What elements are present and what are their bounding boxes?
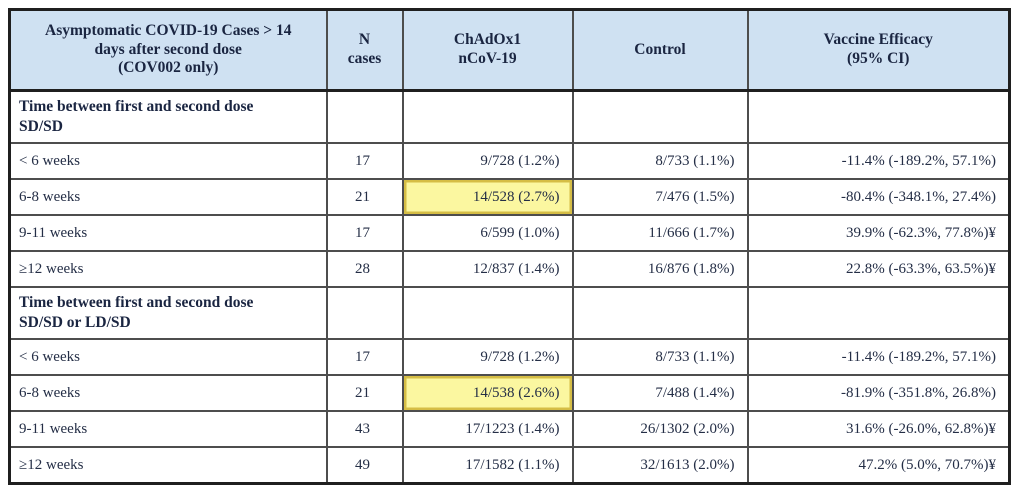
vaccine-cell: 9/728 (1.2%) bbox=[401, 142, 574, 180]
table-row: ≥12 weeks 49 17/1582 (1.1%) 32/1613 (2.0… bbox=[8, 446, 1011, 485]
vaccine-efficacy-cell: 31.6% (-26.0%, 62.8%)¥ bbox=[746, 410, 1011, 448]
section-header-row-sdsd-ldsd: Time between first and second dose SD/SD… bbox=[8, 286, 1011, 340]
vaccine-cell-highlighted: 14/538 (2.6%) bbox=[401, 374, 574, 412]
table-row: < 6 weeks 17 9/728 (1.2%) 8/733 (1.1%) -… bbox=[8, 142, 1011, 180]
col-header-n-cases: N cases bbox=[325, 8, 404, 92]
empty-cell bbox=[401, 286, 574, 340]
empty-cell bbox=[325, 89, 404, 144]
vaccine-cell-highlighted: 14/528 (2.7%) bbox=[401, 178, 574, 216]
table-row: 6-8 weeks 21 14/528 (2.7%) 7/476 (1.5%) … bbox=[8, 178, 1011, 216]
section-title: Time between first and second dose SD/SD… bbox=[8, 286, 328, 340]
vaccine-efficacy-cell: 39.9% (-62.3%, 77.8%)¥ bbox=[746, 214, 1011, 252]
control-cell: 26/1302 (2.0%) bbox=[571, 410, 749, 448]
control-cell: 8/733 (1.1%) bbox=[571, 338, 749, 376]
n-cases-cell: 21 bbox=[325, 178, 404, 216]
table-row: 9-11 weeks 43 17/1223 (1.4%) 26/1302 (2.… bbox=[8, 410, 1011, 448]
row-label-cell: 9-11 weeks bbox=[8, 410, 328, 448]
n-cases-cell: 28 bbox=[325, 250, 404, 288]
col-header-cases: Asymptomatic COVID-19 Cases > 14 days af… bbox=[8, 8, 328, 92]
n-cases-cell: 17 bbox=[325, 142, 404, 180]
vaccine-efficacy-cell: 22.8% (-63.3%, 63.5%)¥ bbox=[746, 250, 1011, 288]
vaccine-cell: 17/1582 (1.1%) bbox=[401, 446, 574, 485]
control-cell: 16/876 (1.8%) bbox=[571, 250, 749, 288]
empty-cell bbox=[746, 286, 1011, 340]
table-row: < 6 weeks 17 9/728 (1.2%) 8/733 (1.1%) -… bbox=[8, 338, 1011, 376]
row-label-cell: 9-11 weeks bbox=[8, 214, 328, 252]
control-cell: 7/488 (1.4%) bbox=[571, 374, 749, 412]
section-header-row-sdsd: Time between first and second dose SD/SD bbox=[8, 89, 1011, 144]
col-header-control: Control bbox=[571, 8, 749, 92]
row-label-cell: < 6 weeks bbox=[8, 142, 328, 180]
col-header-chadox1: ChAdOx1 nCoV-19 bbox=[401, 8, 574, 92]
vaccine-cell: 12/837 (1.4%) bbox=[401, 250, 574, 288]
row-label-cell: ≥12 weeks bbox=[8, 446, 328, 485]
n-cases-cell: 49 bbox=[325, 446, 404, 485]
vaccine-efficacy-table: Asymptomatic COVID-19 Cases > 14 days af… bbox=[8, 8, 1011, 485]
table-row: ≥12 weeks 28 12/837 (1.4%) 16/876 (1.8%)… bbox=[8, 250, 1011, 288]
vaccine-efficacy-cell: -11.4% (-189.2%, 57.1%) bbox=[746, 338, 1011, 376]
n-cases-cell: 43 bbox=[325, 410, 404, 448]
control-cell: 8/733 (1.1%) bbox=[571, 142, 749, 180]
row-label-cell: < 6 weeks bbox=[8, 338, 328, 376]
vaccine-cell: 6/599 (1.0%) bbox=[401, 214, 574, 252]
empty-cell bbox=[746, 89, 1011, 144]
row-label-cell: ≥12 weeks bbox=[8, 250, 328, 288]
vaccine-cell: 17/1223 (1.4%) bbox=[401, 410, 574, 448]
control-cell: 11/666 (1.7%) bbox=[571, 214, 749, 252]
col-header-vaccine-efficacy: Vaccine Efficacy (95% CI) bbox=[746, 8, 1011, 92]
n-cases-cell: 21 bbox=[325, 374, 404, 412]
empty-cell bbox=[325, 286, 404, 340]
vaccine-efficacy-cell: -81.9% (-351.8%, 26.8%) bbox=[746, 374, 1011, 412]
vaccine-efficacy-cell: -11.4% (-189.2%, 57.1%) bbox=[746, 142, 1011, 180]
row-label-cell: 6-8 weeks bbox=[8, 178, 328, 216]
table-row: 9-11 weeks 17 6/599 (1.0%) 11/666 (1.7%)… bbox=[8, 214, 1011, 252]
empty-cell bbox=[401, 89, 574, 144]
table-row: 6-8 weeks 21 14/538 (2.6%) 7/488 (1.4%) … bbox=[8, 374, 1011, 412]
vaccine-efficacy-cell: 47.2% (5.0%, 70.7%)¥ bbox=[746, 446, 1011, 485]
empty-cell bbox=[571, 89, 749, 144]
vaccine-cell: 9/728 (1.2%) bbox=[401, 338, 574, 376]
control-cell: 7/476 (1.5%) bbox=[571, 178, 749, 216]
section-title: Time between first and second dose SD/SD bbox=[8, 89, 328, 144]
row-label-cell: 6-8 weeks bbox=[8, 374, 328, 412]
table-header-row: Asymptomatic COVID-19 Cases > 14 days af… bbox=[8, 8, 1011, 92]
control-cell: 32/1613 (2.0%) bbox=[571, 446, 749, 485]
vaccine-efficacy-cell: -80.4% (-348.1%, 27.4%) bbox=[746, 178, 1011, 216]
n-cases-cell: 17 bbox=[325, 338, 404, 376]
empty-cell bbox=[571, 286, 749, 340]
n-cases-cell: 17 bbox=[325, 214, 404, 252]
